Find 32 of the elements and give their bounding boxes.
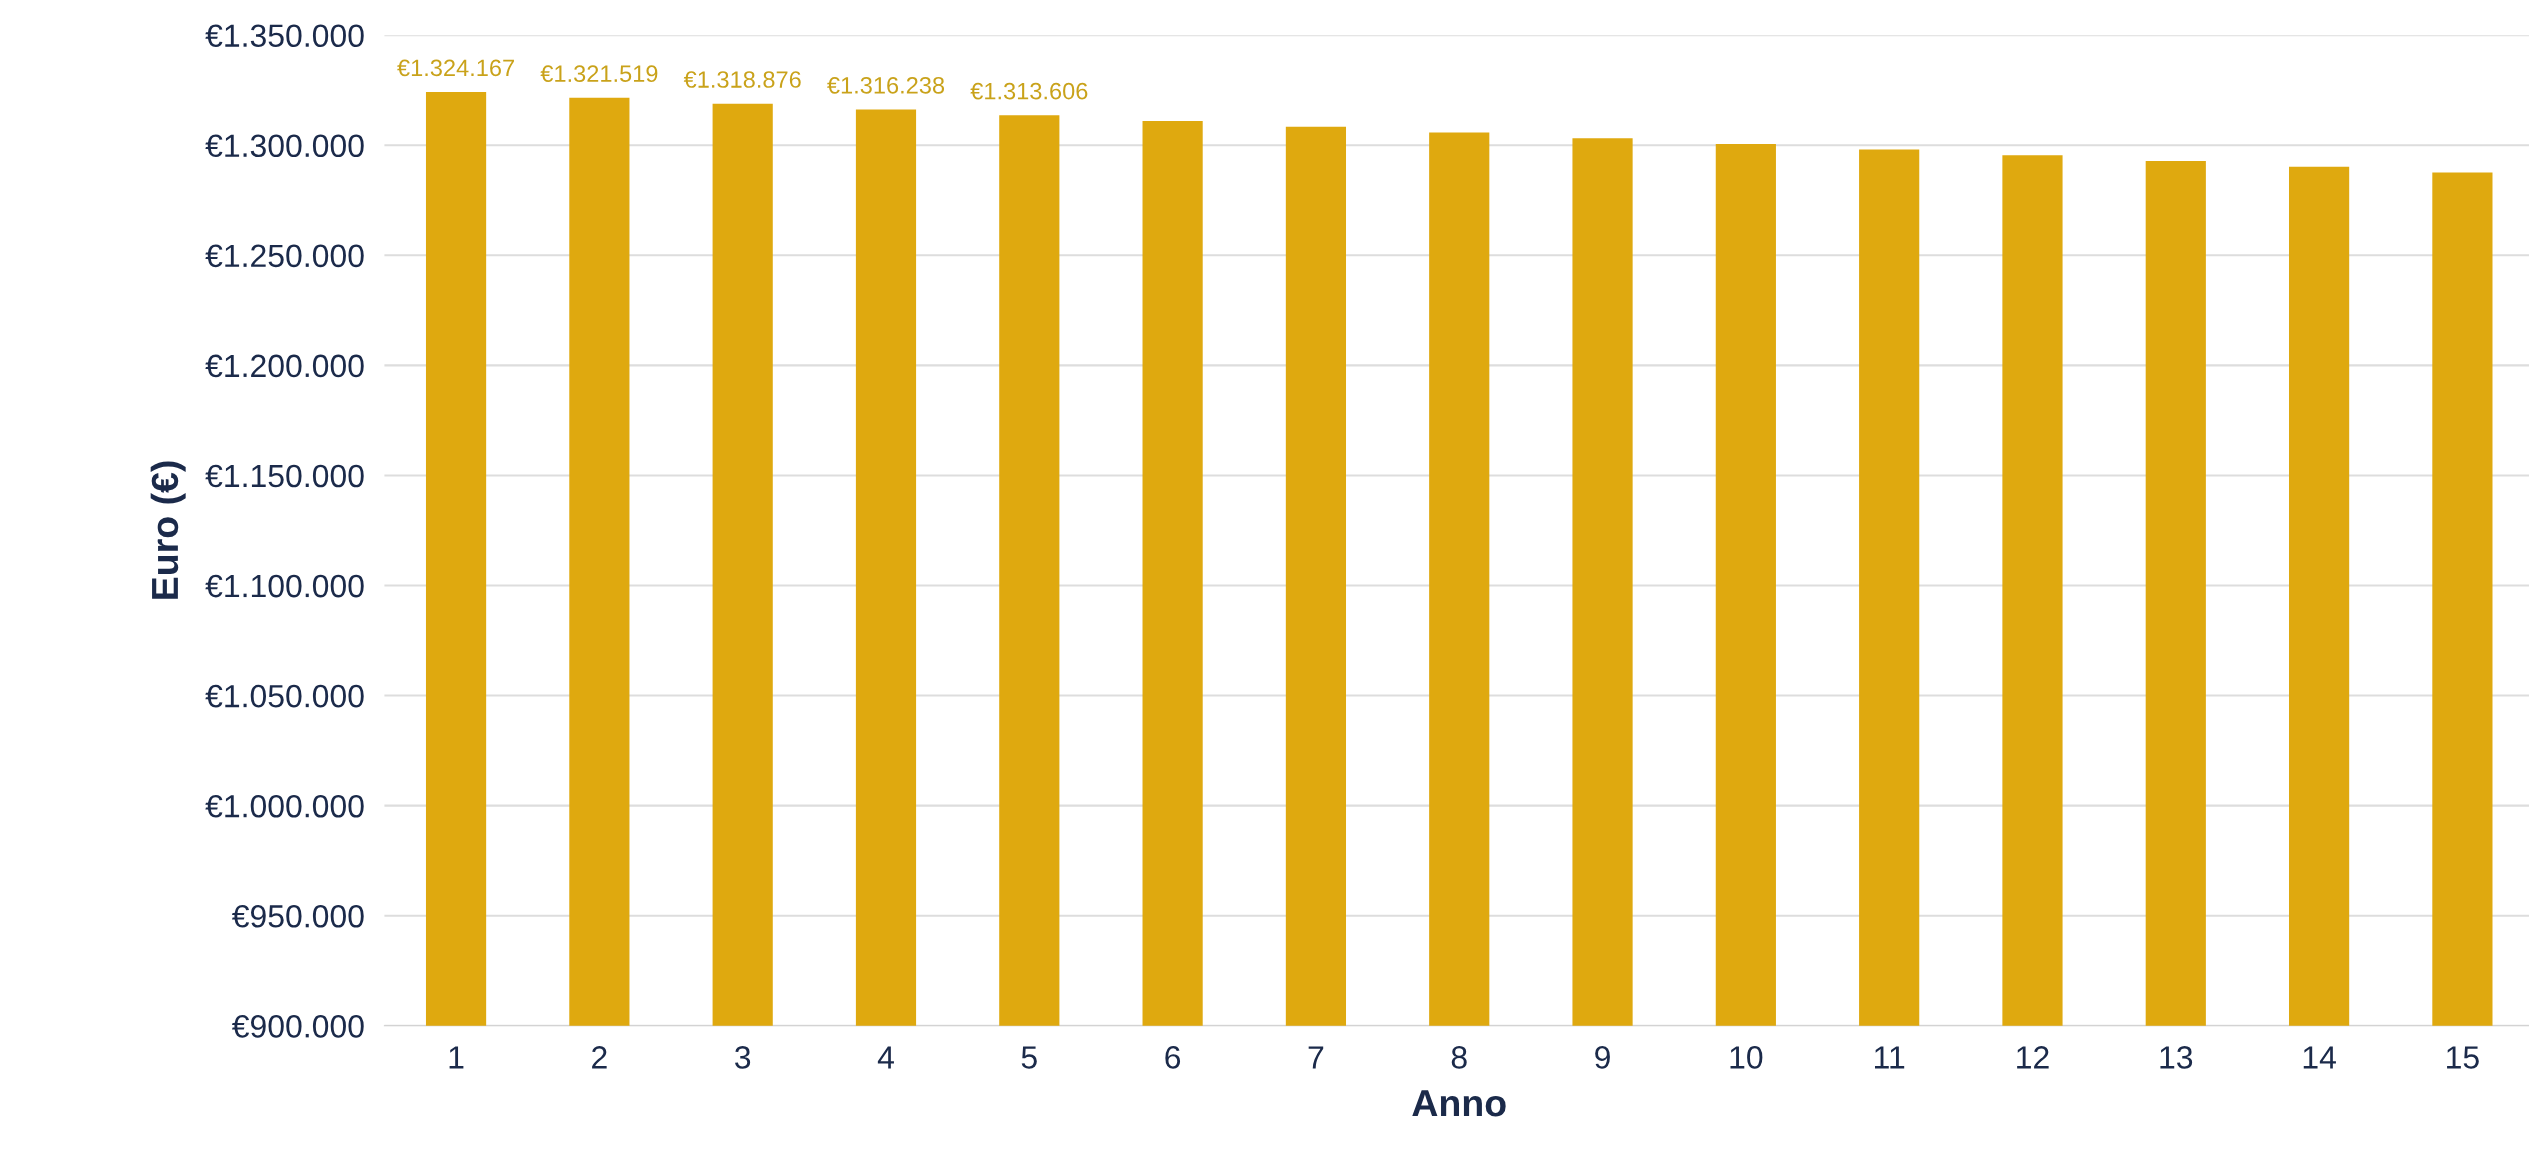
data-label: €1.313.606 [970,82,1088,100]
y-tick-label: €1.150.000 [205,464,364,488]
data-label: €1.321.519 [540,65,658,83]
x-tick-label: 9 [1595,1046,1610,1069]
x-tick-label: 4 [877,1046,894,1069]
data-label: €1.316.238 [827,76,945,94]
y-axis-title: Euro (€) [150,461,186,599]
data-label: €1.324.167 [397,59,514,77]
x-tick-label: 7 [1308,1046,1324,1069]
y-tick-label: €1.350.000 [205,24,364,48]
y-tick-label: €900.000 [231,1015,364,1038]
data-label: €1.318.876 [683,71,801,88]
x-tick-label: 15 [2447,1046,2479,1069]
y-tick-label: €1.050.000 [205,684,364,708]
x-tick-label: 8 [1451,1046,1467,1069]
y-tick-label: €1.250.000 [205,244,364,268]
x-tick-label: 10 [1730,1046,1763,1069]
y-tick-label: €1.100.000 [205,574,364,598]
x-tick-label: 2 [592,1046,607,1069]
y-tick-label: €1.000.000 [205,794,364,818]
x-tick-label: 1 [449,1046,464,1069]
x-tick-label: 13 [2160,1046,2193,1069]
x-tick-label: 6 [1165,1046,1181,1069]
x-tick-label: 11 [1875,1046,1905,1069]
y-tick-label: €950.000 [231,904,364,928]
x-tick-label: 3 [735,1046,751,1069]
y-tick-label: €1.300.000 [205,134,364,158]
x-tick-label: 14 [2303,1046,2336,1069]
x-tick-label: 12 [2017,1046,2049,1069]
x-tick-label: 5 [1021,1046,1037,1069]
y-tick-label: €1.200.000 [205,354,364,378]
x-axis-title: Anno [1412,1090,1506,1117]
